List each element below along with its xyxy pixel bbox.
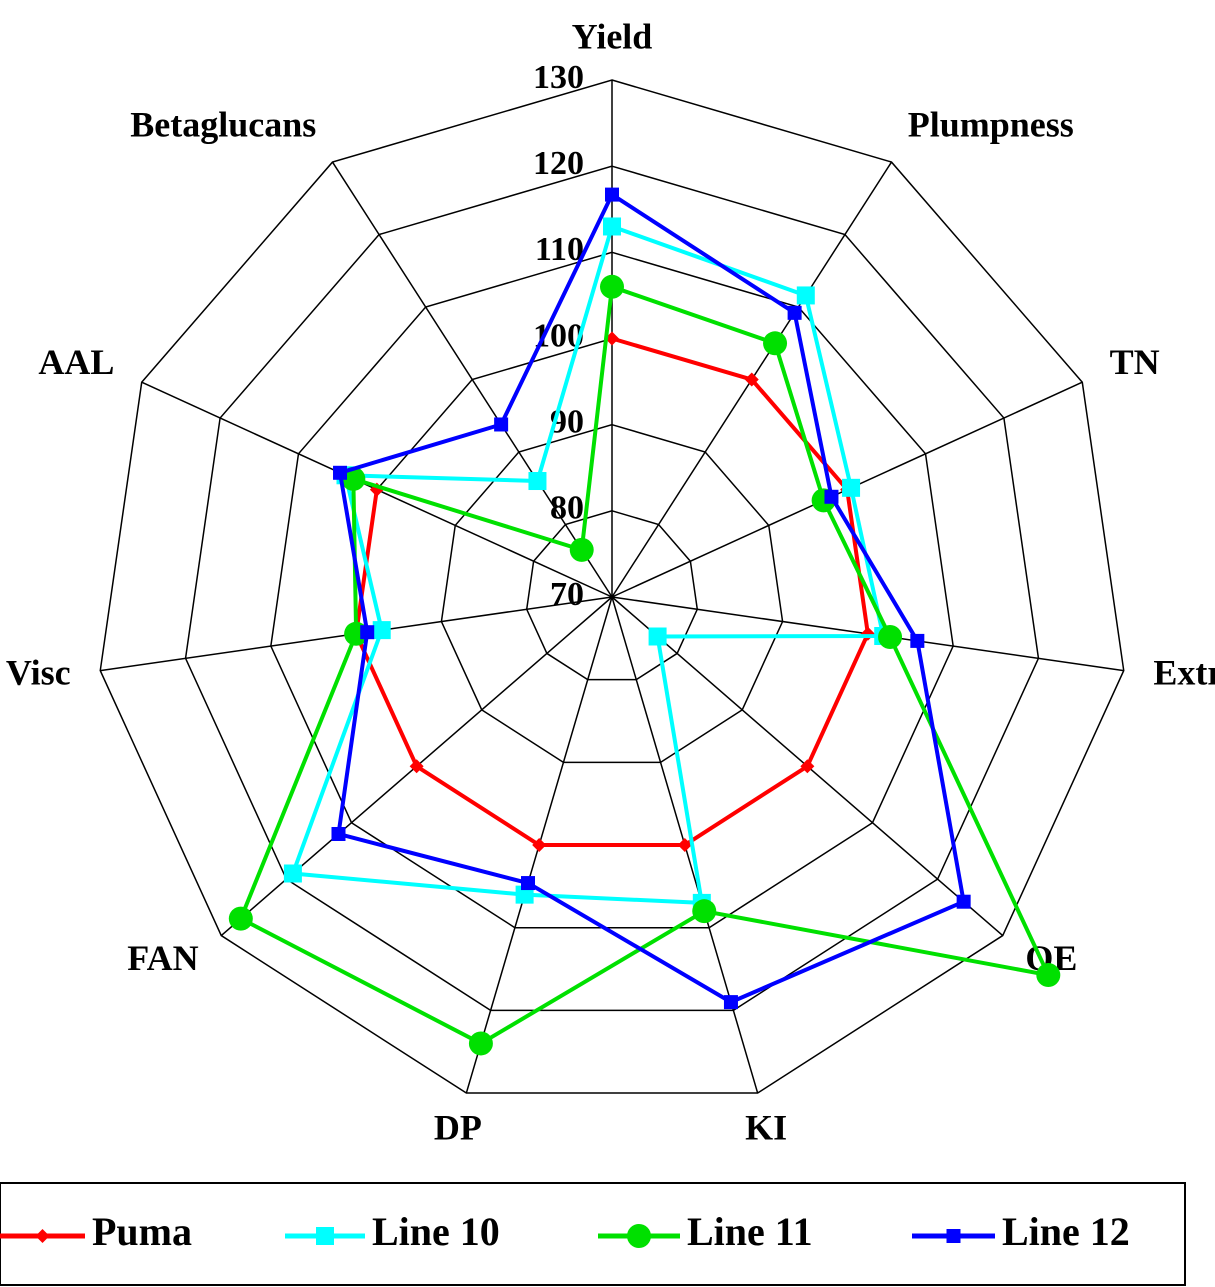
category-label: Yield	[572, 16, 653, 56]
marker	[692, 899, 717, 924]
marker	[494, 417, 509, 432]
marker	[860, 626, 875, 641]
r-tick-label: 70	[550, 576, 584, 613]
marker	[600, 274, 624, 299]
category-label: DP	[434, 1108, 482, 1148]
marker	[878, 624, 903, 649]
legend-box	[0, 1182, 1186, 1286]
legend-label: Line 12	[1002, 1209, 1130, 1254]
category-label: AAL	[38, 342, 114, 382]
marker	[723, 995, 738, 1010]
category-label: Plumpness	[908, 105, 1074, 145]
category-label: FAN	[127, 938, 198, 978]
r-tick-label: 120	[533, 145, 584, 182]
marker	[605, 331, 619, 346]
legend-marker	[316, 1227, 334, 1245]
marker	[283, 864, 302, 883]
marker	[468, 1031, 493, 1056]
marker	[331, 826, 346, 841]
grid-ring	[184, 165, 1040, 1012]
marker	[333, 465, 348, 480]
marker	[521, 876, 536, 891]
marker	[228, 906, 253, 931]
r-tick-label: 130	[533, 59, 584, 96]
marker	[515, 885, 534, 904]
marker	[824, 489, 839, 504]
category-label: TN	[1110, 342, 1160, 382]
marker	[360, 625, 375, 640]
marker	[910, 633, 925, 648]
legend-marker	[35, 1229, 50, 1243]
marker	[677, 838, 692, 853]
marker	[569, 537, 594, 562]
marker	[787, 305, 802, 320]
legend-label: Puma	[92, 1209, 192, 1254]
series-line	[290, 224, 886, 905]
marker	[744, 372, 759, 387]
marker	[372, 621, 391, 640]
marker	[1036, 963, 1061, 988]
legend-label: Line 10	[372, 1209, 500, 1254]
series-line	[354, 336, 870, 848]
marker	[528, 472, 547, 491]
series-line	[238, 284, 1051, 1046]
r-tick-label: 110	[535, 231, 584, 268]
marker	[956, 894, 971, 909]
category-label: Betaglucans	[130, 105, 316, 145]
marker	[800, 759, 815, 774]
series-line	[336, 192, 966, 1005]
marker	[603, 217, 621, 236]
spoke	[331, 161, 613, 598]
marker	[842, 478, 861, 497]
marker	[648, 627, 667, 646]
grid-ring	[270, 251, 954, 929]
marker	[409, 759, 424, 774]
grid-ring	[525, 510, 699, 681]
legend-marker	[627, 1224, 651, 1248]
r-tick-label: 80	[550, 490, 584, 527]
category-label: Extract	[1153, 653, 1215, 693]
marker	[605, 187, 619, 202]
category-label: Visc	[6, 653, 71, 693]
legend-label: Line 11	[687, 1209, 813, 1254]
category-label: KI	[745, 1108, 787, 1148]
legend-marker	[946, 1229, 961, 1243]
marker	[763, 331, 788, 356]
grid-ring	[99, 79, 1125, 1094]
marker	[341, 466, 366, 491]
marker	[796, 286, 815, 305]
marker	[532, 838, 547, 853]
